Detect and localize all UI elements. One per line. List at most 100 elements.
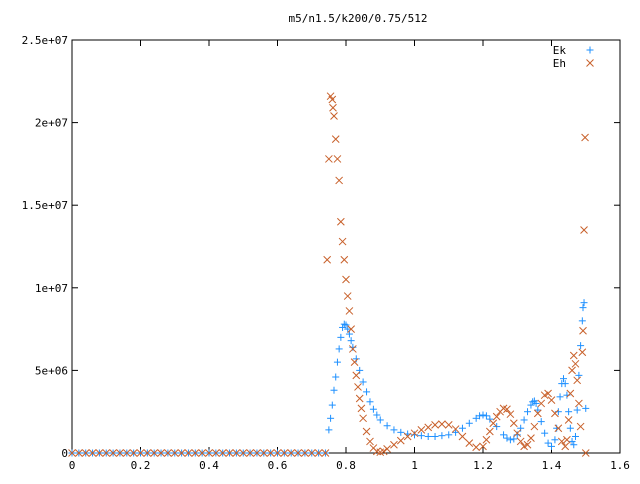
data-point-eh-d2 [205,449,213,457]
data-point-eh-d2 [568,366,576,375]
data-point-eh-d2 [485,427,494,436]
data-point-eh [333,155,342,163]
data-point-ek [532,399,540,407]
data-point-eh [307,449,316,457]
data-point-ek [417,432,425,440]
data-point-eh-d2 [136,449,145,457]
data-point-eh-d2 [580,226,588,234]
data-point-eh-d2 [170,449,179,457]
data-point-eh-d2 [102,449,111,457]
data-point-eh-d2 [184,449,193,457]
data-point-eh-d2 [225,449,234,457]
data-point-eh [383,445,391,453]
data-point-ek [570,441,578,449]
data-point-eh [573,376,582,385]
data-point-eh [575,399,583,408]
data-point-eh [343,292,352,300]
y-tick-label: 0 [61,447,68,460]
data-point-ek [559,375,567,383]
data-point-eh-d2 [326,92,335,101]
data-point-eh-d2 [362,427,371,436]
data-point-ek [445,431,453,439]
data-point-eh [143,449,152,457]
data-point-eh [239,449,248,457]
data-point-eh [331,135,340,143]
data-point-eh-d2 [325,155,333,163]
data-point-eh-d2 [564,416,573,424]
data-point-eh [330,112,338,120]
data-point-eh [273,449,282,457]
data-point-ek [349,343,357,351]
axis-ticks: 0 0.2 0.4 0.6 0.8 1 1.2 1.4 1.6 0 5e+06 1e+07 1.5e+0… [22,34,630,472]
data-point-eh [157,449,165,457]
x-tick-label: 0.8 [336,459,356,472]
data-point-eh-d2 [253,449,261,457]
data-point-eh-d2 [527,434,535,442]
data-point-eh-d2 [523,440,532,449]
data-point-eh-d2 [109,449,117,457]
data-point-ek [551,436,559,444]
data-point-eh-d2 [516,437,525,446]
data-point-ek [328,401,336,409]
data-point-eh [81,449,90,457]
data-point-eh-d2 [323,255,332,264]
data-point-eh [379,447,388,456]
data-point-ek [553,424,561,432]
data-point-eh [205,449,213,457]
y-tick-label: 1e+07 [35,282,68,295]
data-point-eh-d2 [321,449,330,457]
data-point-eh [492,412,501,421]
data-point-eh [465,439,474,447]
data-point-eh-d2 [95,449,104,457]
data-point-eh-d2 [390,440,398,449]
data-point-eh [417,426,426,434]
data-point-eh-d2 [579,326,587,335]
data-point-ek [548,442,555,450]
plot-frame [71,39,621,454]
data-point-ek [578,317,586,325]
data-point-eh [253,449,261,457]
data-point-ek [340,320,348,328]
data-point-eh-d2 [396,436,405,445]
data-point-eh-d2 [164,449,172,457]
data-point-eh [357,404,366,413]
data-point-eh-d2 [551,409,559,418]
data-point-eh-d2 [239,449,248,457]
data-point-eh [513,429,522,438]
data-point-eh [571,359,580,368]
data-point-eh [362,427,371,436]
data-point-eh [136,449,145,457]
y-tick-label: 1.5e+07 [22,199,68,212]
x-tick-label: 0 [69,459,76,472]
data-point-ek [582,404,590,412]
data-point-eh-d2 [424,423,433,432]
data-point-eh [314,449,323,457]
series-ek [68,299,590,457]
data-point-ek [325,426,333,434]
data-point-ek [577,342,585,350]
data-point-ek [579,304,587,312]
data-point-eh-d2 [513,429,522,438]
data-point-eh [280,449,289,457]
data-point-ek [363,388,371,396]
data-point-eh-d2 [547,396,556,404]
data-point-eh-d2 [479,442,487,451]
data-point-eh-d2 [417,426,426,434]
data-point-eh-d2 [581,133,589,142]
data-point-eh [225,449,234,457]
data-point-eh-d2 [444,421,453,429]
x-tick-label: 1.2 [473,459,493,472]
data-point-eh-d2 [410,429,419,438]
data-point-eh [537,399,546,408]
x-tick-label: 1.4 [542,459,562,472]
data-point-eh [544,389,552,398]
data-point-eh [116,449,124,457]
data-point-eh [506,410,515,419]
data-point-eh [177,449,186,457]
data-point-eh-d2 [191,449,200,457]
data-point-eh [340,255,349,264]
data-point-eh [345,307,354,315]
data-point-eh [348,345,357,353]
data-point-ek [359,378,367,386]
data-point-eh-d2 [273,449,282,457]
